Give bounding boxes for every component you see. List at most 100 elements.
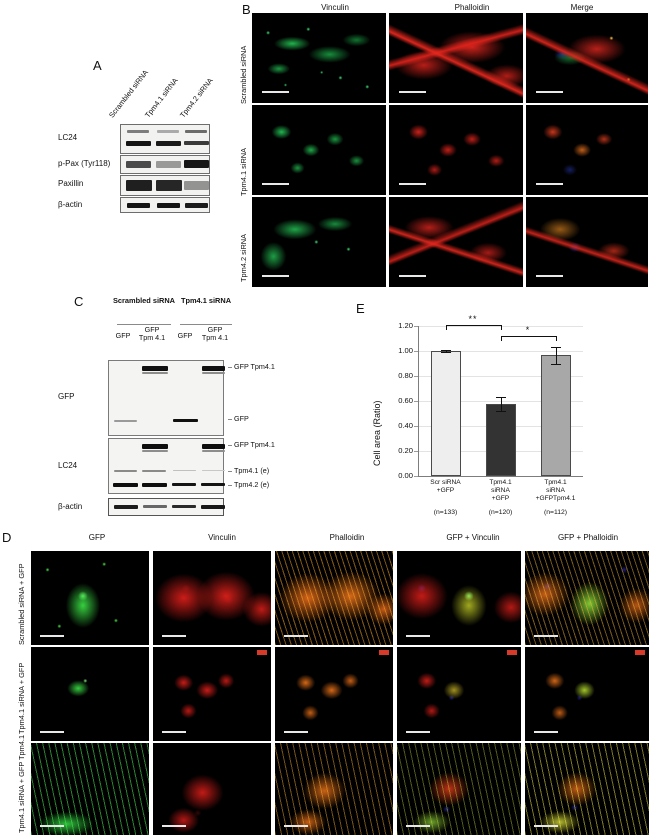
panel-c-group-rule-2: [180, 324, 232, 325]
chart-error-bar: [555, 346, 557, 365]
panel-c-annot-gfp: – GFP: [228, 414, 249, 423]
panel-b-row-label-1: Scrambled siRNA: [239, 45, 248, 104]
chart-significance-bar: [445, 324, 501, 326]
panel-d-column-header-phalloidin: Phalloidin: [329, 533, 365, 542]
panel-d-image-r3-gfp-vinculin: [397, 743, 521, 835]
chart-error-cap: [440, 351, 451, 353]
panel-d-row-label-3: Tpm4.1 siRNA + GFP Tpm4.1: [17, 734, 26, 833]
panel-d-row-label-1: Scrambled siRNA + GFP: [17, 563, 26, 645]
panel-c-blot-lc24: [108, 438, 225, 494]
chart-x-axis: [418, 476, 583, 477]
panel-c-blot-label-bactin: β-actin: [58, 502, 83, 511]
panel-c-blot-bactin: [108, 498, 225, 516]
panel-d-column-header-vinculin: Vinculin: [208, 533, 236, 542]
chart-x-category-label: Tpm4.1 siRNA +GFPTpm4.1: [535, 479, 576, 503]
panel-a-row-label-bactin: β-actin: [58, 200, 83, 209]
chart-error-cap: [495, 397, 506, 399]
chart-y-tick-label: 0.20: [398, 446, 413, 455]
chart-significance-tick: [500, 324, 502, 330]
panel-d-image-r3-gfp: [31, 743, 149, 835]
chart-bar: [430, 351, 461, 476]
chart-y-tick-label: 0.40: [398, 421, 413, 430]
chart-significance-tick: [555, 336, 557, 341]
chart-gridline: [418, 376, 583, 377]
chart-significance-bar: [500, 336, 556, 337]
panel-b-image-merge-tpm42: [526, 197, 648, 287]
panel-d-image-r1-gfp-vinculin: [397, 551, 521, 645]
panel-c-group-scrambled: Scrambled siRNA: [112, 296, 176, 305]
chart-error-bar: [500, 397, 502, 411]
chart-plot-area: [418, 326, 583, 477]
panel-a-row-label-paxillin: Paxillin: [58, 179, 84, 188]
chart-significance-star: *: [525, 325, 531, 335]
chart-y-tick-label: 1.00: [398, 346, 413, 355]
panel-c-annot-lc24-tpm42e: – Tpm4.2 (e): [228, 480, 270, 489]
panel-b-row-label-3: Tpm4.2 siRNA: [239, 233, 248, 282]
chart-y-tick-mark: [414, 376, 418, 377]
panel-a-blot-lc24: [120, 124, 210, 154]
panel-c-letter: C: [74, 294, 84, 309]
panel-c-lane-4: GFP Tpm 4.1: [201, 325, 229, 342]
chart-y-tick-label: 0.80: [398, 371, 413, 380]
panel-c-annot-gfp-tpm41: – GFP Tpm4.1: [228, 362, 275, 371]
panel-b-column-header-vinculin: Vinculin: [321, 3, 349, 12]
panel-d-image-r2-gfp-vinculin: [397, 647, 521, 741]
chart-error-cap: [550, 364, 561, 366]
panel-c-lane-2: GFP Tpm 4.1: [138, 325, 166, 342]
panel-b-image-merge-scrambled: [526, 13, 648, 103]
chart-significance-tick: [500, 336, 502, 341]
panel-a-blot-ppax: [120, 155, 210, 174]
panel-a-letter: A: [93, 58, 102, 73]
panel-c-annot-lc24-tpm41e: – Tpm4.1 (e): [228, 466, 270, 475]
chart-y-tick-mark: [414, 451, 418, 452]
panel-d-column-header-gfp-phalloidin: GFP + Phalloidin: [557, 533, 619, 542]
panel-d-column-header-gfp-vinculin: GFP + Vinculin: [446, 533, 500, 542]
panel-d-image-r1-gfp: [31, 551, 149, 645]
panel-b-letter: B: [242, 2, 251, 17]
panel-b-image-vinculin-tpm42: [252, 197, 386, 287]
panel-a-blot-bactin: [120, 197, 210, 213]
chart-y-tick-mark: [414, 401, 418, 402]
panel-c-blot-label-gfp: GFP: [58, 392, 75, 401]
chart-x-category-label: Scr siRNA +GFP: [430, 479, 461, 495]
panel-c-annot-lc24-gfptpm41: – GFP Tpm4.1: [228, 440, 275, 449]
panel-b-column-header-phalloidin: Phalloidin: [454, 3, 490, 12]
panel-b-column-header-merge: Merge: [570, 3, 594, 12]
panel-e-letter: E: [356, 301, 365, 316]
panel-b-row-label-2: Tpm4.1 siRNA: [239, 147, 248, 196]
chart-y-axis: [418, 326, 419, 476]
chart-y-tick-label: 0.60: [398, 396, 413, 405]
panel-c-lane-3: GFP: [177, 331, 193, 340]
chart-gridline: [418, 351, 583, 352]
panel-b-image-phalloidin-tpm41: [389, 105, 523, 195]
panel-a-row-label-lc24: LC24: [58, 133, 78, 142]
panel-a-row-label-ppax: p-Pax (Tyr118): [58, 159, 111, 168]
chart-x-category-label: Tpm4.1 siRNA +GFP: [489, 479, 512, 503]
chart-x-n-label: (n=112): [543, 509, 568, 516]
panel-a-lane-label-3: Tpm4.2 siRNA: [178, 76, 215, 120]
panel-d-image-r1-vinculin: [153, 551, 271, 645]
panel-d-image-r2-vinculin: [153, 647, 271, 741]
panel-a-blot-paxillin: [120, 175, 210, 196]
chart-x-n-label: (n=120): [488, 509, 513, 516]
chart-y-tick-mark: [414, 476, 418, 477]
chart-y-tick-mark: [414, 351, 418, 352]
chart-y-tick-label: 1.20: [398, 321, 413, 330]
panel-c-group-tpm41: Tpm4.1 siRNA: [180, 296, 232, 305]
panel-d-image-r2-gfp-phalloidin: [525, 647, 649, 741]
panel-d-image-r3-phalloidin: [275, 743, 393, 835]
chart-significance-star: **: [468, 313, 478, 324]
chart-y-axis-label: Cell area (Ratio): [372, 400, 382, 466]
chart-y-tick-label: 0.00: [398, 471, 413, 480]
panel-d-column-header-gfp: GFP: [88, 533, 106, 542]
chart-error-cap: [495, 411, 506, 412]
panel-b-image-vinculin-scrambled: [252, 13, 386, 103]
panel-b-image-merge-tpm41: [526, 105, 648, 195]
panel-d-image-r3-gfp-phalloidin: [525, 743, 649, 835]
chart-bar: [540, 355, 571, 476]
chart-significance-tick: [445, 324, 447, 330]
panel-d-row-label-2: Tpm4.1 siRNA + GFP: [17, 662, 26, 734]
panel-c-group-rule-1: [117, 324, 171, 325]
panel-d-image-r1-phalloidin: [275, 551, 393, 645]
panel-d-image-r2-gfp: [31, 647, 149, 741]
